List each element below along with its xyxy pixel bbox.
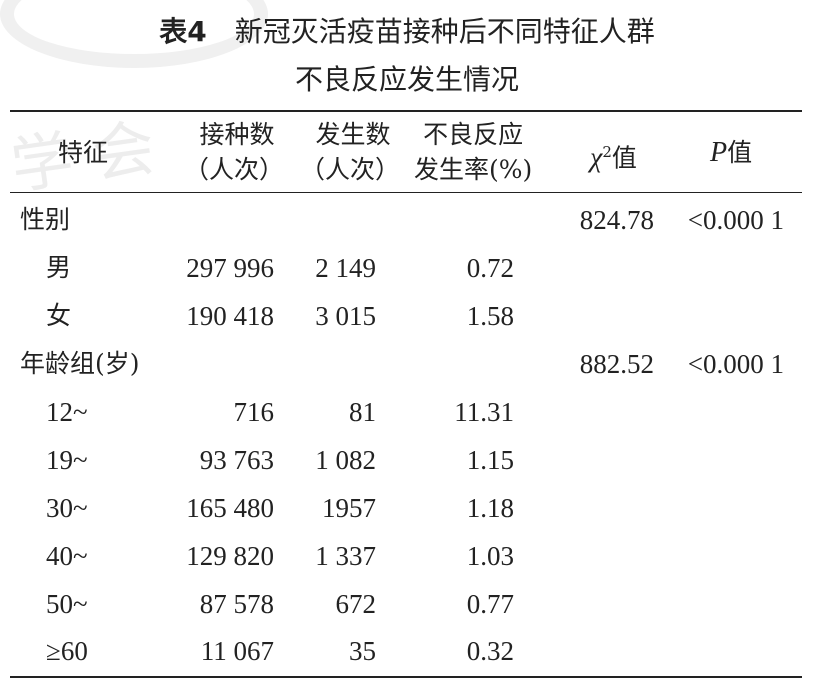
top-rule	[10, 110, 802, 112]
cell-cases: 3 015	[315, 301, 376, 331]
table-title-line1: 表4 新冠灭活疫苗接种后不同特征人群	[0, 10, 814, 50]
cell-chi: 882.52	[579, 349, 654, 379]
chi-symbol: χ	[590, 142, 603, 174]
cell-p: <0.000 1	[687, 349, 784, 379]
header-feature: 特征	[58, 138, 109, 167]
table-row: 19~ 93 763 1 082 1.15	[0, 436, 814, 484]
cell-feature: 性别	[20, 205, 71, 234]
header-rule	[10, 192, 802, 193]
cell-feature: 女	[46, 301, 72, 330]
cell-feature: 50~	[46, 589, 88, 619]
table-row: 40~ 129 820 1 337 1.03	[0, 532, 814, 580]
header-rate: 不良反应 发生率(%)	[414, 117, 532, 187]
header-cases: 发生数 （人次）	[300, 117, 400, 187]
cell-doses: 297 996	[186, 253, 274, 283]
chi-sup: 2	[602, 143, 612, 161]
cell-doses: 93 763	[199, 445, 274, 475]
cell-rate: 1.18	[466, 493, 514, 523]
header-doses-line2: （人次）	[184, 155, 285, 184]
table-row: 年龄组(岁) 882.52 <0.000 1	[0, 340, 814, 388]
header-cases-line1: 发生数	[315, 120, 391, 149]
cell-rate: 1.03	[466, 541, 514, 571]
table-number: 表4	[159, 15, 207, 48]
header-rate-line2: 发生率(%)	[414, 155, 533, 184]
cell-rate: 0.32	[466, 636, 514, 666]
bottom-rule	[10, 676, 802, 678]
table-title-line2: 不良反应发生情况	[294, 63, 519, 96]
cell-feature: ≥60	[46, 636, 88, 666]
header-p: P值	[710, 135, 752, 170]
cell-doses: 716	[233, 397, 275, 427]
cell-rate: 1.58	[466, 301, 514, 331]
cell-cases: 672	[335, 589, 377, 619]
cell-cases: 1 337	[315, 541, 376, 571]
cell-cases: 1 082	[315, 445, 376, 475]
cell-chi: 824.78	[579, 205, 654, 235]
header-rate-line1: 不良反应	[423, 120, 524, 149]
cell-doses: 129 820	[186, 541, 274, 571]
cell-feature: 男	[46, 253, 72, 282]
cell-feature: 40~	[46, 541, 88, 571]
cell-cases: 2 149	[315, 253, 376, 283]
p-symbol: P	[710, 137, 728, 168]
header-cases-line2: （人次）	[300, 155, 401, 184]
table-row: 12~ 716 81 11.31	[0, 388, 814, 436]
cell-cases: 35	[349, 636, 376, 666]
table-row: ≥60 11 067 35 0.32	[0, 627, 814, 675]
header-doses: 接种数 （人次）	[184, 117, 284, 187]
header-chi: χ2值	[590, 135, 637, 175]
chi-suffix: 值	[611, 143, 637, 173]
cell-feature: 19~	[46, 445, 88, 475]
cell-feature: 30~	[46, 493, 88, 523]
cell-p: <0.000 1	[687, 205, 784, 235]
table-row: 50~ 87 578 672 0.77	[0, 580, 814, 628]
table-title-text: 新冠灭活疫苗接种后不同特征人群	[234, 15, 655, 48]
cell-doses: 190 418	[186, 301, 274, 331]
cell-doses: 11 067	[200, 636, 274, 666]
cell-doses: 87 578	[199, 589, 274, 619]
cell-doses: 165 480	[186, 493, 274, 523]
cell-cases: 1957	[322, 493, 376, 523]
cell-feature: 年龄组(岁)	[20, 349, 140, 378]
table-row: 性别 824.78 <0.000 1	[0, 196, 814, 244]
cell-rate: 11.31	[454, 397, 514, 427]
header-doses-line1: 接种数	[199, 120, 275, 149]
cell-cases: 81	[349, 397, 376, 427]
cell-rate: 0.77	[466, 589, 514, 619]
cell-rate: 0.72	[466, 253, 514, 283]
cell-rate: 1.15	[466, 445, 514, 475]
table-row: 女 190 418 3 015 1.58	[0, 292, 814, 340]
cell-feature: 12~	[46, 397, 88, 427]
p-suffix: 值	[727, 138, 753, 167]
table-row: 30~ 165 480 1957 1.18	[0, 484, 814, 532]
table-row: 男 297 996 2 149 0.72	[0, 244, 814, 292]
